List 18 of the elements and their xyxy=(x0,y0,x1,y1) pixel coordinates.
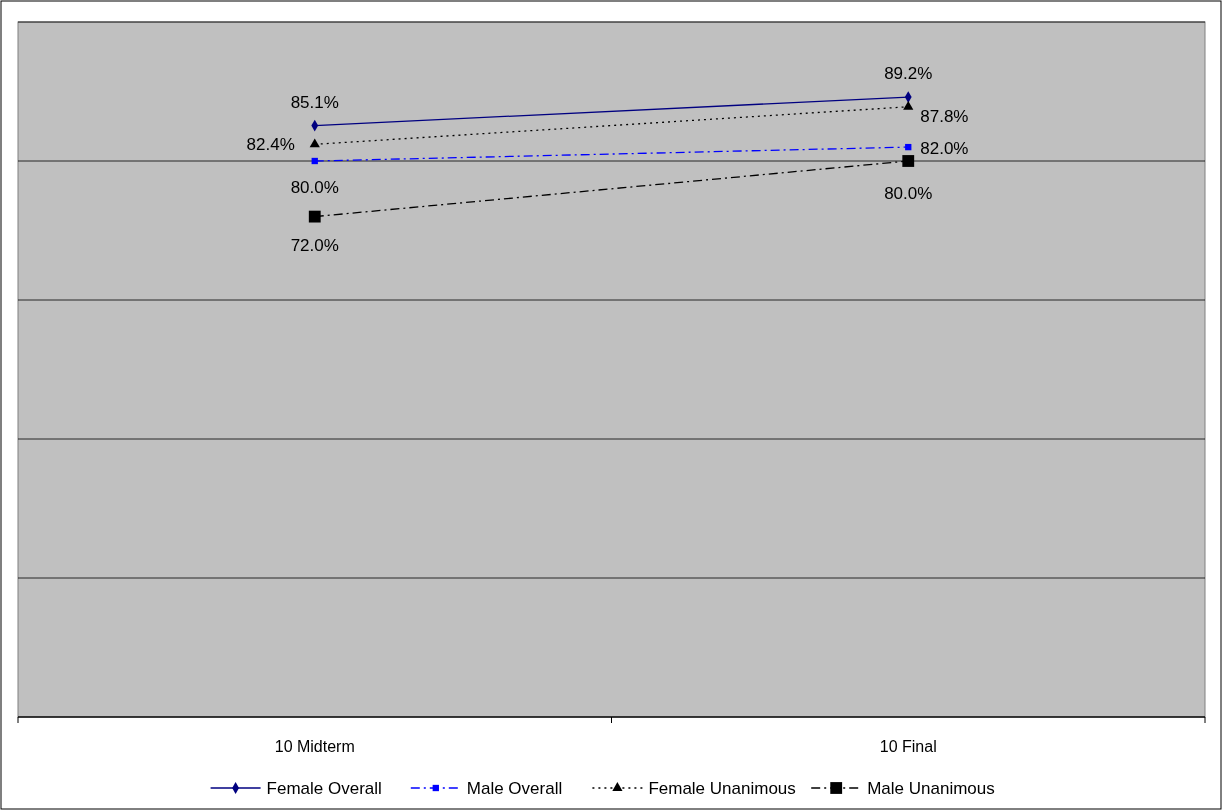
data-label: 80.0% xyxy=(884,184,933,203)
data-label: 87.8% xyxy=(920,106,969,126)
point xyxy=(308,210,321,223)
data-label: 85.1% xyxy=(290,92,339,112)
legend-label: Male Unanimous xyxy=(867,779,995,798)
data-label: 80.0% xyxy=(290,178,339,197)
data-label: 82.0% xyxy=(920,139,969,159)
point xyxy=(902,155,915,167)
point xyxy=(311,157,318,165)
data-label: 82.4% xyxy=(246,135,295,155)
x-tick-label: 10 Final xyxy=(879,738,937,755)
legend-label: Female Unanimous xyxy=(648,779,796,798)
x-tick-label: 10 Midterm xyxy=(274,738,355,755)
point xyxy=(905,143,912,151)
data-label: 72.0% xyxy=(290,235,339,255)
legend-label: Female Overall xyxy=(266,779,382,798)
data-label: 89.2% xyxy=(884,64,933,84)
legend-label: Male Overall xyxy=(466,779,563,798)
